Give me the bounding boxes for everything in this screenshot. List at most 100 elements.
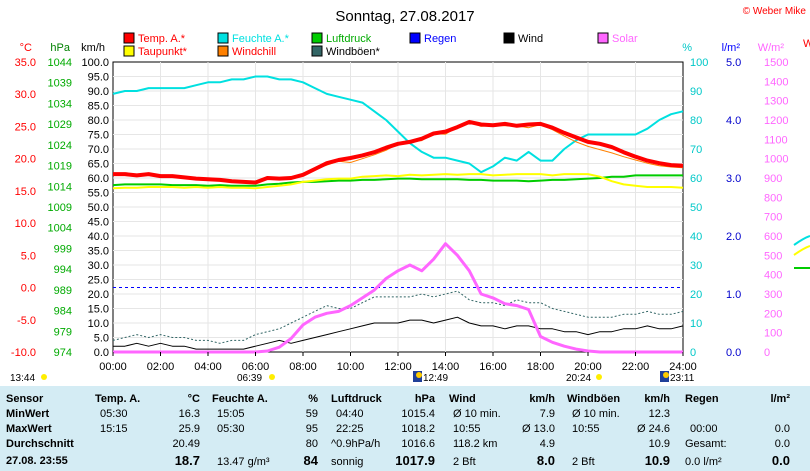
series-wind: [113, 316, 684, 350]
legend-swatch: [217, 32, 229, 44]
moon-icon: [416, 372, 422, 378]
press-min: 1015.4: [401, 408, 435, 420]
solar-tick-label: 100: [764, 328, 782, 340]
legend-swatch: [409, 32, 421, 44]
hum-max-time: 05:30: [217, 423, 245, 435]
hdr-hum: Feuchte A.: [212, 393, 268, 405]
humidity-tick-label: 10: [690, 318, 702, 330]
hum-abs: 13.47 g/m³: [217, 456, 270, 468]
wind-tick-label: 5.0: [94, 333, 109, 345]
rain-current: 0.0: [771, 453, 790, 468]
pressure-tick-label: 1044: [48, 57, 72, 69]
wind-tick-label: 35.0: [88, 246, 109, 258]
moon-set-icon: [663, 372, 669, 378]
hdr-sensor: Sensor: [6, 393, 44, 405]
wind-tick-label: 65.0: [88, 159, 109, 171]
gust-r1b: 12.3: [648, 408, 670, 420]
rain-r4a: 0.0 l/m²: [685, 456, 722, 468]
wind-tick-label: 0.0: [94, 347, 109, 359]
temp-tick-label: 15.0: [15, 186, 36, 198]
humidity-axis-unit: %: [682, 42, 692, 54]
humidity-tick-label: 30: [690, 260, 702, 272]
press-trend: ^0.9hPa/h: [331, 438, 381, 450]
temp-tick-label: 0.0: [21, 283, 36, 295]
hum-current: 84: [303, 453, 318, 468]
x-tick-label: 24:00: [669, 361, 697, 373]
pressure-tick-label: 979: [54, 326, 72, 338]
solar-tick-label: 1300: [764, 96, 788, 108]
pressure-tick-label: 1009: [48, 202, 72, 214]
pressure-tick-label: 974: [54, 347, 72, 359]
solar-tick-label: 700: [764, 212, 782, 224]
x-tick-label: 04:00: [194, 361, 222, 373]
x-axis: 00:00 02:00 04:00 06:00 08:00 10:00 12:00 14:00…: [99, 352, 697, 373]
legend-label: Regen: [424, 33, 456, 45]
rain-tick-label: 3.0: [726, 173, 741, 185]
hdr-gust-unit: km/h: [644, 393, 670, 405]
solar-tick-label: 1100: [764, 134, 788, 146]
gust-r2b: Ø 24.6: [636, 423, 670, 435]
solar-tick-label: 800: [764, 192, 782, 204]
humidity-tick-label: 70: [690, 144, 702, 156]
solar-tick-label: 1000: [764, 154, 788, 166]
temp-tick-label: 25.0: [15, 121, 36, 133]
gust-r3b: 10.9: [648, 438, 670, 450]
solar-tick-label: 600: [764, 231, 782, 243]
wind-r2a: 10:55: [453, 423, 481, 435]
legend-label: Windchill: [232, 46, 276, 58]
pressure-tick-label: 1039: [48, 78, 72, 90]
x-tick-label: 02:00: [147, 361, 175, 373]
press-weather: sonnig: [331, 456, 364, 468]
legend: Temp. A.* Feuchte A.* Luftdruck Regen Wind So…: [123, 32, 638, 58]
pressure-tick-label: 1034: [48, 98, 72, 110]
pressure-tick-label: 1029: [48, 119, 72, 131]
wind-axis-unit: km/h: [81, 42, 105, 54]
wind-tick-label: 30.0: [88, 260, 109, 272]
legend-swatch: [503, 32, 515, 44]
rain-tick-label: 2.0: [726, 231, 741, 243]
gust-r1a: Ø 10 min.: [572, 408, 620, 420]
wind-tick-label: 100.0: [81, 57, 109, 69]
temp-avg: 20.49: [172, 438, 200, 450]
temp-tick-label: 20.0: [15, 154, 36, 166]
wind-tick-label: 45.0: [88, 217, 109, 229]
wind-r1a: Ø 10 min.: [453, 408, 501, 420]
series-taupunkt: [112, 173, 684, 190]
x-tick-label: 08:00: [289, 361, 317, 373]
wind-tick-label: 15.0: [88, 304, 109, 316]
humidity-tick-label: 50: [690, 202, 702, 214]
solar-tick-label: 0: [764, 347, 770, 359]
solar-tick-label: 400: [764, 270, 782, 282]
temp-tick-label: -5.0: [17, 315, 36, 327]
x-tick-label: 20:00: [574, 361, 602, 373]
rain-r3b: 0.0: [774, 438, 790, 450]
series-temp-a: [113, 119, 684, 185]
solar-tick-label: 1200: [764, 115, 788, 127]
wind-r3b: 4.9: [539, 438, 555, 450]
wind-r4a: 2 Bft: [453, 456, 476, 468]
wind-tick-label: 90.0: [88, 86, 109, 98]
row-avg-label: Durchschnitt: [6, 438, 74, 450]
pressure-tick-label: 984: [54, 306, 72, 318]
legend-label: Wind: [518, 33, 543, 45]
wind-tick-label: 75.0: [88, 130, 109, 142]
legend-label: Luftdruck: [326, 33, 372, 45]
pressure-tick-label: 1004: [48, 223, 72, 235]
legend-label: Feuchte A.*: [232, 33, 290, 45]
sunrise-sun-icon: [269, 374, 275, 380]
wind-tick-label: 25.0: [88, 275, 109, 287]
pressure-axis-unit: hPa: [50, 42, 70, 54]
copyright-text: © Weber Mike: [743, 6, 807, 17]
solar-tick-label: 200: [764, 308, 782, 320]
grid: [113, 62, 683, 352]
solar-tick-label: 300: [764, 289, 782, 301]
solar-tick-label: 900: [764, 173, 782, 185]
pressure-tick-label: 994: [54, 264, 72, 276]
hdr-temp-unit: °C: [187, 393, 200, 405]
hum-max: 95: [305, 423, 318, 435]
pressure-tick-label: 1024: [48, 140, 72, 152]
wind-tick-label: 10.0: [88, 318, 109, 330]
legend-label: Temp. A.*: [138, 33, 186, 45]
rain-r2b: 0.0: [774, 423, 790, 435]
press-current: 1017.9: [395, 453, 435, 468]
